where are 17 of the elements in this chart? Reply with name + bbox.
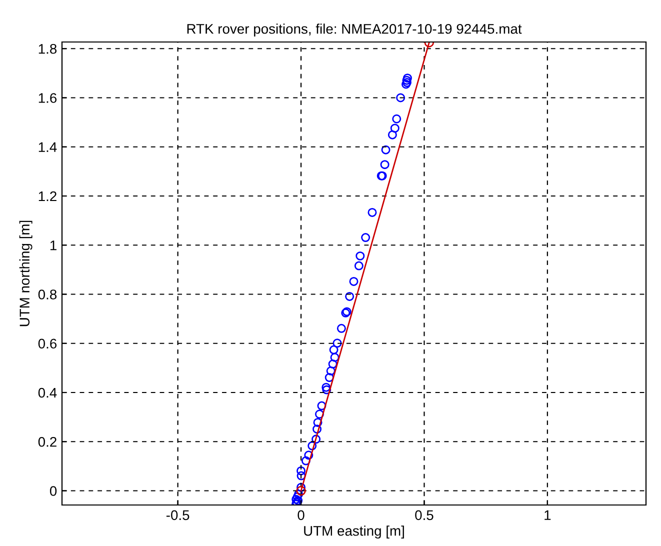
y-tick-label: 0.4 — [38, 388, 57, 398]
y-tick-label: 0.6 — [38, 338, 57, 349]
x-tick-label: 0 — [298, 510, 304, 520]
y-tick-label: 0 — [50, 486, 57, 496]
x-tick-label: 0.5 — [415, 510, 434, 520]
x-axis-title: UTM easting [m] — [304, 526, 404, 539]
y-tick-label: 1 — [50, 240, 56, 250]
x-tick-label: -0.5 — [166, 510, 190, 520]
y-tick-label: 0.2 — [38, 436, 56, 447]
y-tick-label: 1.8 — [38, 44, 57, 54]
y-tick-label: 1.2 — [38, 191, 56, 202]
x-tick-label: 1 — [544, 510, 551, 520]
chart-title: RTK rover positions, file: NMEA2017-10-19 92445.mat — [187, 24, 522, 37]
y-tick-label: 1.4 — [38, 142, 57, 152]
y-tick-label: 1.6 — [38, 93, 57, 103]
y-axis-title: UTM northing [m] — [19, 220, 32, 326]
y-tick-label: 0.8 — [38, 290, 57, 300]
